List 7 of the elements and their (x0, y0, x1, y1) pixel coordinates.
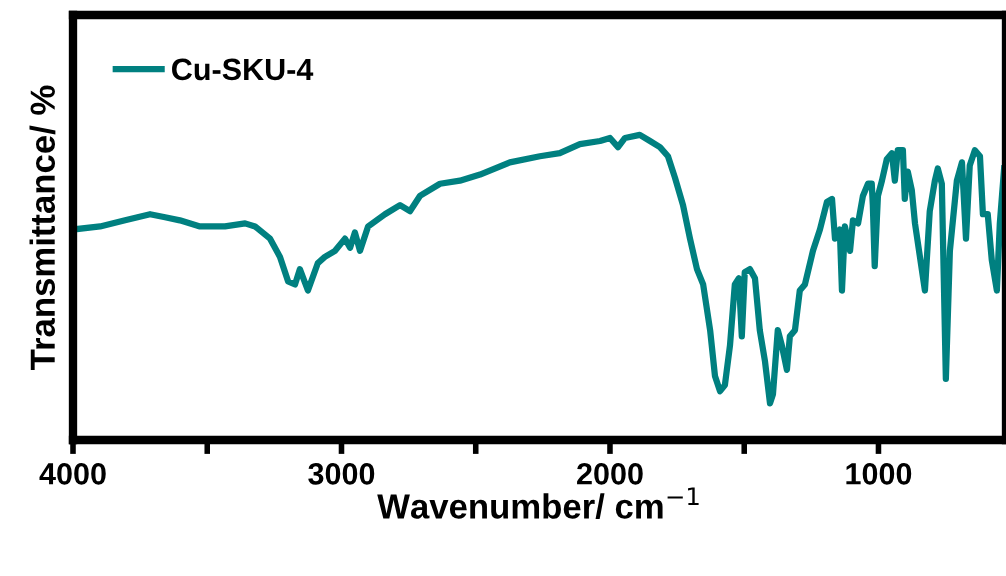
x-tick-label: 2000 (577, 463, 643, 485)
y-axis-title: Transmittance/ % (29, 85, 56, 370)
x-tick-label: 4000 (39, 463, 106, 485)
x-axis-title: Wavenumber/ cm$^{−1}$ (377, 487, 699, 520)
x-tick-label: 3000 (308, 463, 375, 485)
x-tick-label: 1000 (846, 463, 912, 485)
legend-label: Cu-SKU-4 (172, 58, 314, 81)
